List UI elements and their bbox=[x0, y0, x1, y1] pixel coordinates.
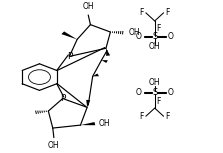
Text: P: P bbox=[60, 94, 65, 103]
Polygon shape bbox=[86, 100, 90, 107]
Text: S: S bbox=[152, 88, 157, 97]
Text: OH: OH bbox=[48, 141, 60, 150]
Text: OH: OH bbox=[99, 119, 110, 128]
Text: S: S bbox=[152, 32, 157, 41]
Text: OH: OH bbox=[149, 42, 161, 51]
Text: OH: OH bbox=[129, 28, 140, 37]
Text: F: F bbox=[140, 8, 144, 17]
Text: O: O bbox=[136, 88, 142, 97]
Text: F: F bbox=[165, 112, 170, 121]
Polygon shape bbox=[61, 31, 77, 39]
Text: OH: OH bbox=[83, 2, 94, 11]
Text: O: O bbox=[168, 32, 174, 41]
Polygon shape bbox=[81, 122, 95, 125]
Text: O: O bbox=[168, 88, 174, 97]
Text: O: O bbox=[136, 32, 142, 41]
Text: P: P bbox=[67, 52, 72, 61]
Polygon shape bbox=[101, 60, 108, 63]
Text: OH: OH bbox=[149, 78, 161, 87]
Text: F: F bbox=[157, 97, 161, 106]
Text: F: F bbox=[140, 112, 144, 121]
Text: F: F bbox=[165, 8, 170, 17]
Text: F: F bbox=[157, 24, 161, 33]
Polygon shape bbox=[106, 48, 110, 56]
Polygon shape bbox=[93, 73, 99, 76]
